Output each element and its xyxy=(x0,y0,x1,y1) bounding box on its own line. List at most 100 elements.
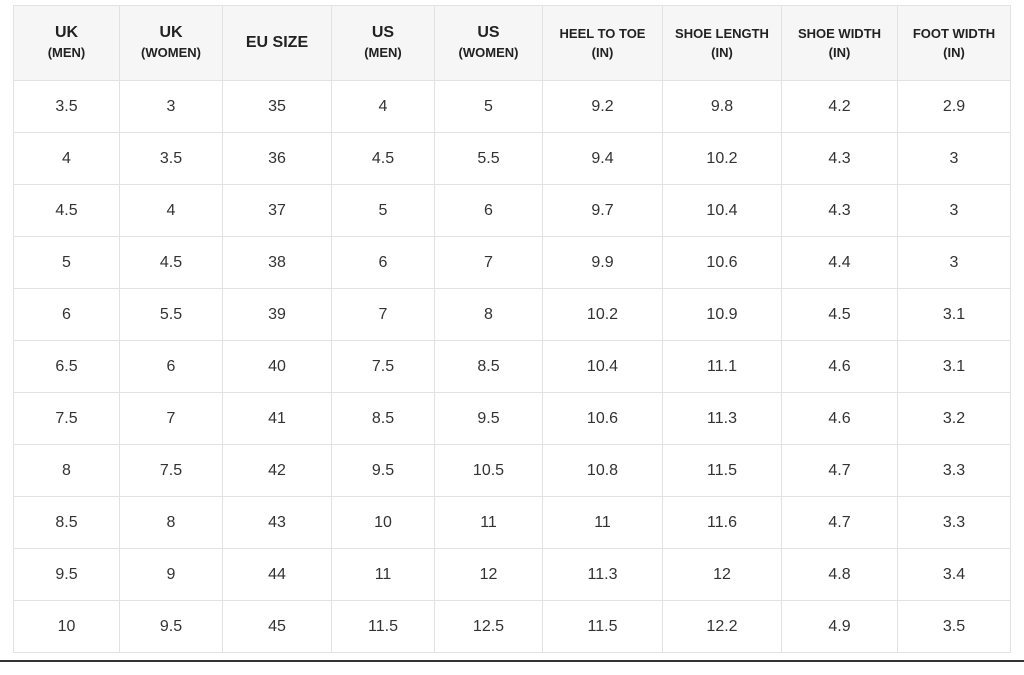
table-cell: 37 xyxy=(222,184,332,237)
table-cell: 3.1 xyxy=(897,288,1011,341)
table-cell: 7 xyxy=(119,392,223,445)
header-cell: SHOE WIDTH (IN) xyxy=(781,5,898,81)
table-cell: 11.3 xyxy=(662,392,782,445)
table-cell: 4.5 xyxy=(13,184,120,237)
table-cell: 7.5 xyxy=(13,392,120,445)
table-cell: 5.5 xyxy=(119,288,223,341)
table-cell: 7 xyxy=(434,236,543,289)
table-cell: 6.5 xyxy=(13,340,120,393)
table-cell: 9.8 xyxy=(662,80,782,133)
header-cell: HEEL TO TOE (IN) xyxy=(542,5,663,81)
table-cell: 9.9 xyxy=(542,236,663,289)
table-cell: 45 xyxy=(222,600,332,653)
size-table: UK (MEN) UK (WOMEN) EU SIZE US (MEN) US (WOMEN) H… xyxy=(13,5,1011,653)
table-cell: 9.4 xyxy=(542,132,663,185)
table-cell: 12 xyxy=(662,548,782,601)
table-cell: 3.5 xyxy=(13,80,120,133)
bottom-rule xyxy=(0,660,1024,662)
table-cell: 35 xyxy=(222,80,332,133)
header-text: US xyxy=(371,24,395,41)
table-cell: 11 xyxy=(542,496,663,549)
table-row: 3.5 3 35 4 5 9.2 9.8 4.2 2.9 xyxy=(13,80,1011,133)
header-text: FOOT WIDTH xyxy=(912,26,996,41)
table-row: 4 3.5 36 4.5 5.5 9.4 10.2 4.3 3 xyxy=(13,132,1011,185)
table-cell: 8 xyxy=(119,496,223,549)
table-cell: 7.5 xyxy=(331,340,435,393)
header-text: (WOMEN) xyxy=(141,45,201,60)
table-cell: 4.5 xyxy=(119,236,223,289)
table-cell: 3 xyxy=(897,184,1011,237)
table-cell: 9.7 xyxy=(542,184,663,237)
table-cell: 10.9 xyxy=(662,288,782,341)
header-cell: UK (WOMEN) xyxy=(119,5,223,81)
table-cell: 6 xyxy=(119,340,223,393)
header-cell: EU SIZE xyxy=(222,5,332,81)
table-cell: 8 xyxy=(13,444,120,497)
table-cell: 4.3 xyxy=(781,132,898,185)
table-cell: 3 xyxy=(119,80,223,133)
table-cell: 4.9 xyxy=(781,600,898,653)
table-cell: 7 xyxy=(331,288,435,341)
header-text: (WOMEN) xyxy=(458,45,519,60)
header-row: UK (MEN) UK (WOMEN) EU SIZE US (MEN) US (WOMEN) H… xyxy=(13,5,1011,81)
table-cell: 9.5 xyxy=(331,444,435,497)
table-cell: 3 xyxy=(897,236,1011,289)
table-cell: 11.1 xyxy=(662,340,782,393)
table-cell: 4.6 xyxy=(781,392,898,445)
table-cell: 8.5 xyxy=(434,340,543,393)
table-cell: 36 xyxy=(222,132,332,185)
header-text: UK xyxy=(159,24,183,41)
table-cell: 42 xyxy=(222,444,332,497)
table-cell: 3.5 xyxy=(897,600,1011,653)
header-text: SHOE WIDTH xyxy=(797,26,882,41)
table-cell: 44 xyxy=(222,548,332,601)
table-cell: 4.5 xyxy=(331,132,435,185)
table-cell: 3.5 xyxy=(119,132,223,185)
table-row: 5 4.5 38 6 7 9.9 10.6 4.4 3 xyxy=(13,236,1011,289)
header-text: (MEN) xyxy=(47,45,86,60)
table-body: 3.5 3 35 4 5 9.2 9.8 4.2 2.9 4 3.5 36 4.5 5.5 9.4 10.2 4… xyxy=(13,80,1011,653)
table-row: 8 7.5 42 9.5 10.5 10.8 11.5 4.7 3.3 xyxy=(13,444,1011,497)
table-cell: 10.4 xyxy=(542,340,663,393)
table-cell: 9 xyxy=(119,548,223,601)
table-cell: 38 xyxy=(222,236,332,289)
table-cell: 4.5 xyxy=(781,288,898,341)
table-cell: 10.6 xyxy=(662,236,782,289)
table-cell: 3 xyxy=(897,132,1011,185)
table-cell: 4.6 xyxy=(781,340,898,393)
table-cell: 7.5 xyxy=(119,444,223,497)
table-cell: 4.8 xyxy=(781,548,898,601)
header-text: US xyxy=(477,24,500,41)
header-cell: US (WOMEN) xyxy=(434,5,543,81)
table-cell: 4.3 xyxy=(781,184,898,237)
table-cell: 11 xyxy=(434,496,543,549)
header-cell: SHOE LENGTH (IN) xyxy=(662,5,782,81)
table-cell: 41 xyxy=(222,392,332,445)
table-cell: 4.7 xyxy=(781,496,898,549)
table-cell: 5 xyxy=(434,80,543,133)
table-cell: 3.3 xyxy=(897,496,1011,549)
table-row: 8.5 8 43 10 11 11 11.6 4.7 3.3 xyxy=(13,496,1011,549)
table-cell: 43 xyxy=(222,496,332,549)
table-cell: 9.5 xyxy=(13,548,120,601)
header-text: (IN) xyxy=(591,45,614,60)
header-text: EU SIZE xyxy=(245,34,309,51)
table-cell: 10.6 xyxy=(542,392,663,445)
header-cell: FOOT WIDTH (IN) xyxy=(897,5,1011,81)
table-cell: 10.8 xyxy=(542,444,663,497)
table-cell: 3.1 xyxy=(897,340,1011,393)
table-cell: 11.5 xyxy=(542,600,663,653)
table-cell: 4 xyxy=(331,80,435,133)
table-cell: 11 xyxy=(331,548,435,601)
header-text: (IN) xyxy=(828,45,851,60)
header-text: (IN) xyxy=(943,45,965,60)
table-row: 4.5 4 37 5 6 9.7 10.4 4.3 3 xyxy=(13,184,1011,237)
table-cell: 40 xyxy=(222,340,332,393)
header-text: HEEL TO TOE xyxy=(559,26,646,41)
table-cell: 5 xyxy=(331,184,435,237)
table-cell: 10 xyxy=(13,600,120,653)
table-cell: 4.2 xyxy=(781,80,898,133)
table-row: 7.5 7 41 8.5 9.5 10.6 11.3 4.6 3.2 xyxy=(13,392,1011,445)
table-cell: 4 xyxy=(119,184,223,237)
